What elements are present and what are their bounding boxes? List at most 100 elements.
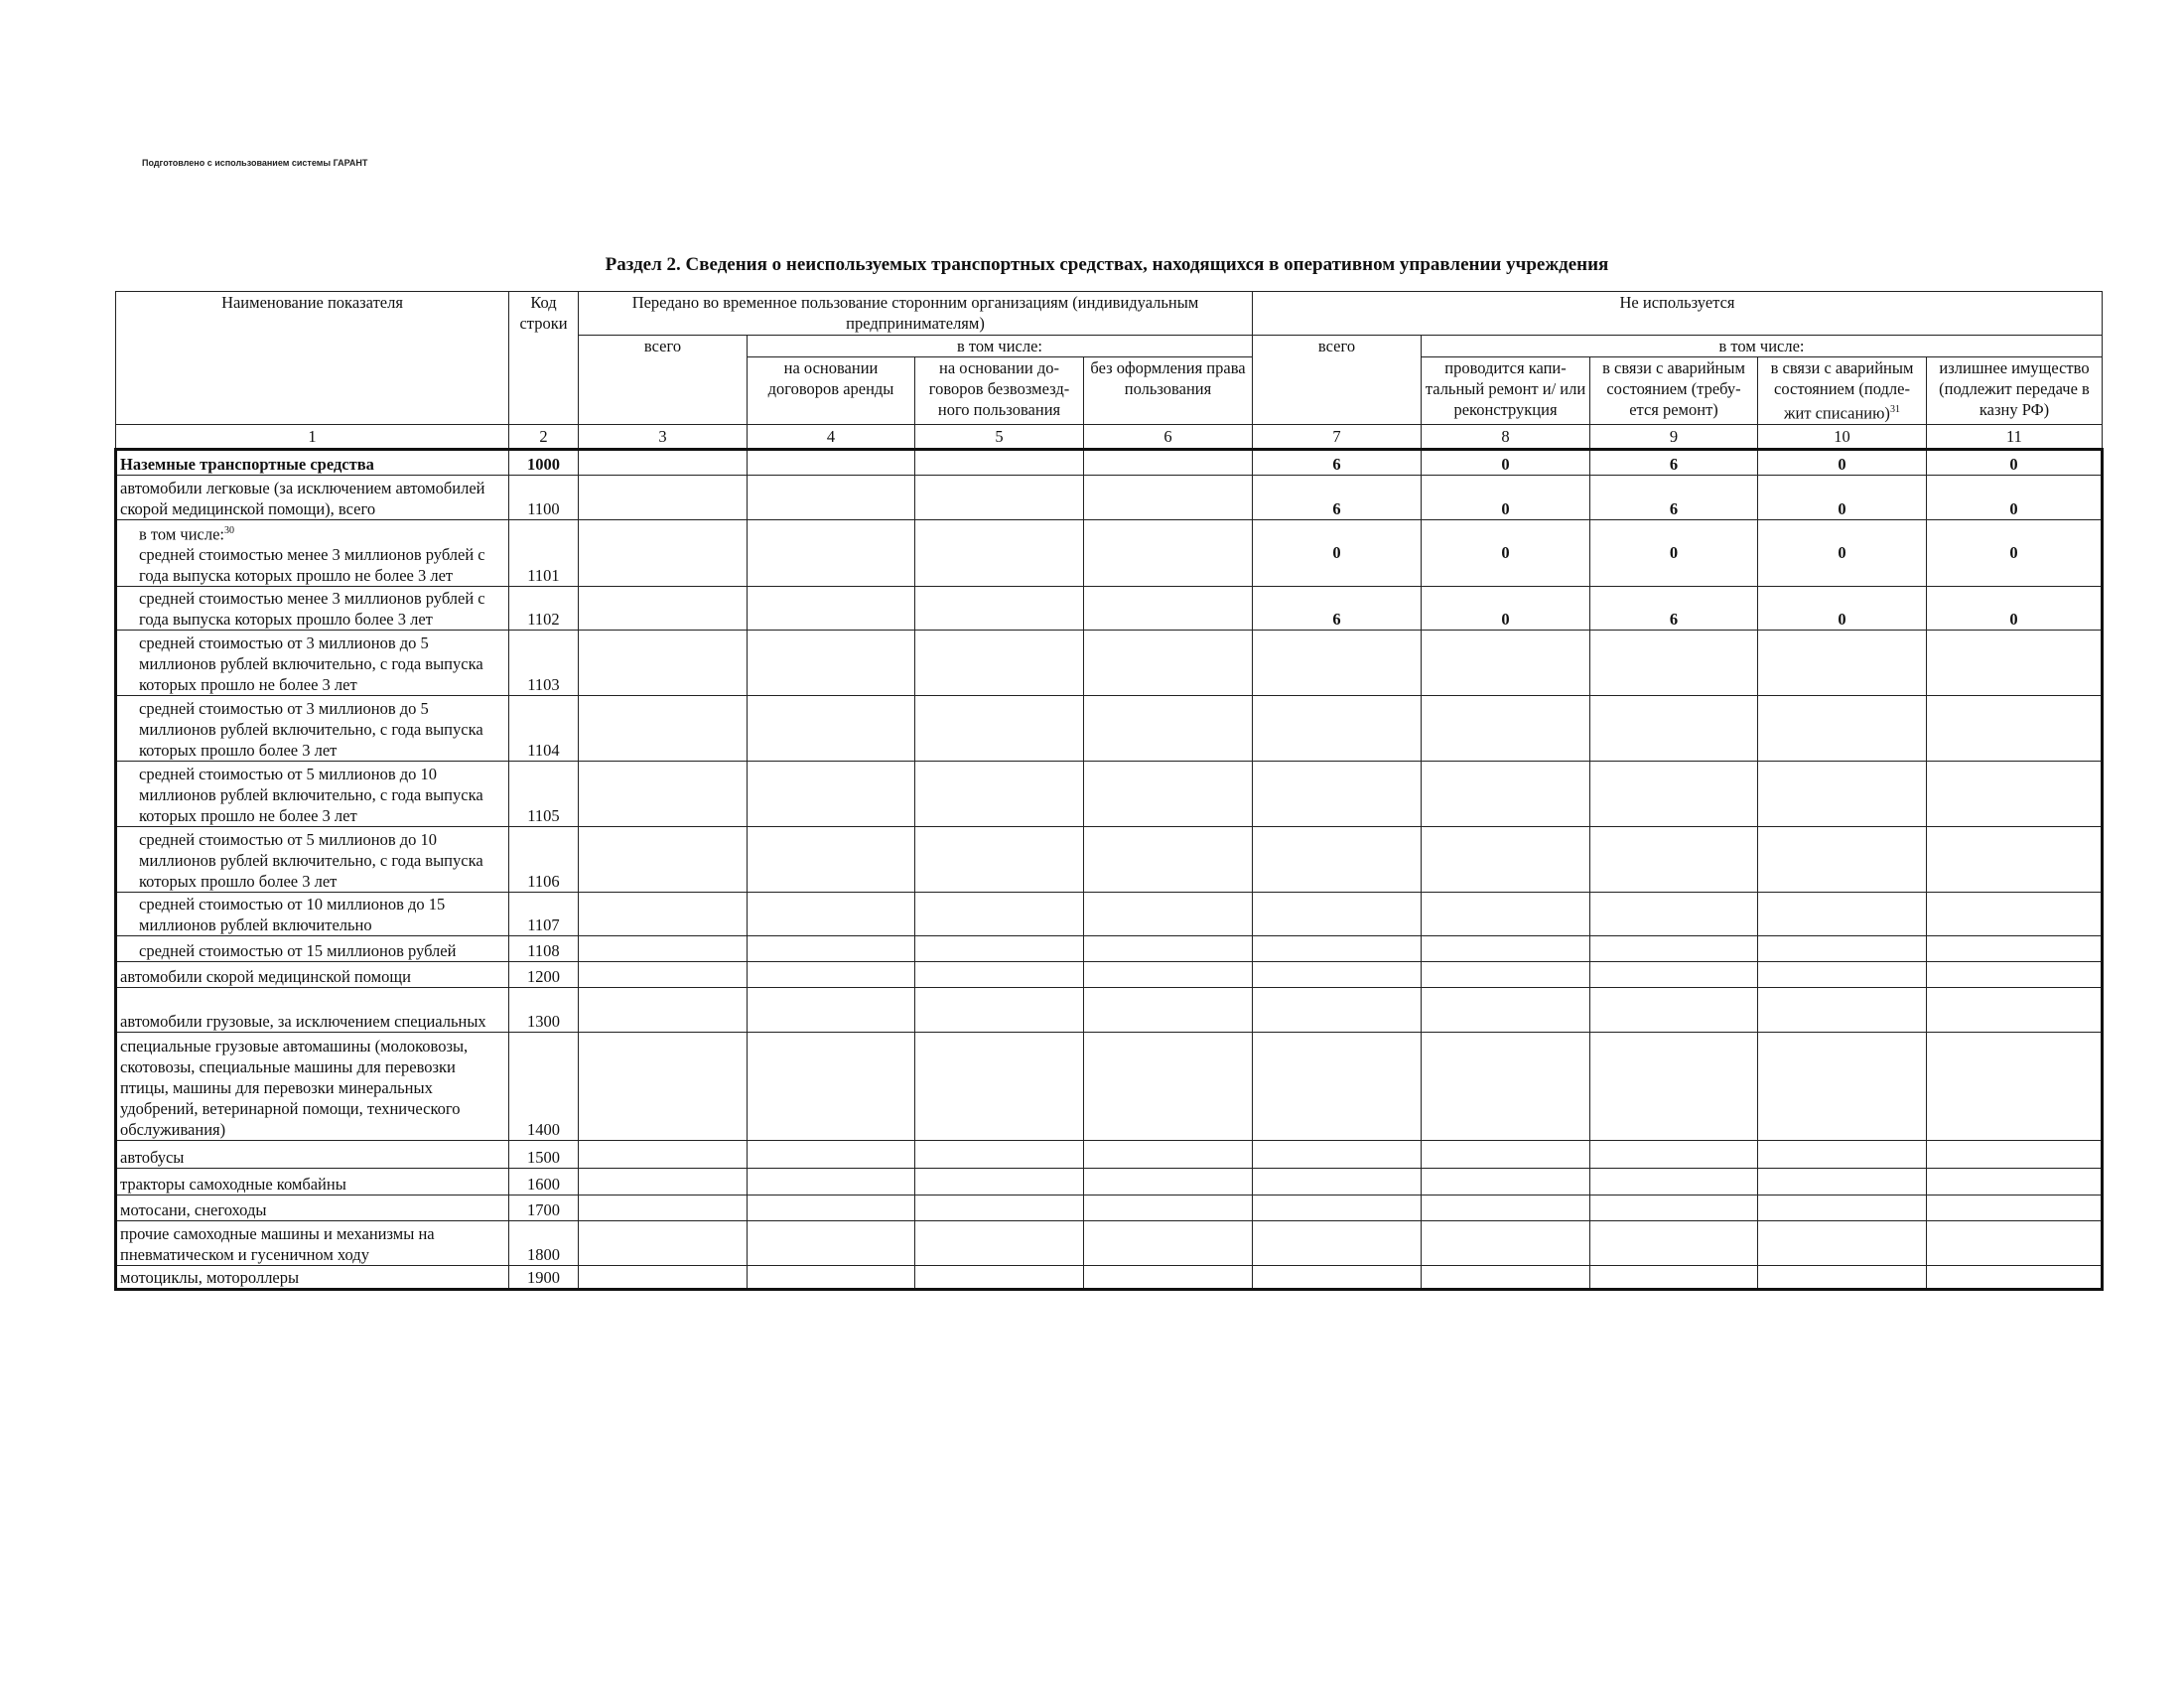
row-name: мотосани, снегоходы xyxy=(115,1195,509,1221)
cell-value: 0 xyxy=(1421,518,1590,587)
header-code: Код строки xyxy=(508,291,579,425)
cell-value xyxy=(1421,1032,1590,1141)
cell-value xyxy=(1252,935,1422,962)
cell-value xyxy=(1083,695,1253,762)
column-number: 3 xyxy=(578,423,748,451)
row-name-text: автомобили скорой медицинской помощи xyxy=(120,967,411,986)
header-no-rights: без оформления права пользования xyxy=(1083,356,1253,425)
cell-value xyxy=(914,987,1084,1033)
cell-value xyxy=(1589,961,1758,988)
cell-value xyxy=(747,935,915,962)
row-name-text: специальные грузовые автомашины (молоков… xyxy=(120,1037,469,1139)
row-code: 1102 xyxy=(508,586,579,631)
cell-value xyxy=(747,961,915,988)
row-code: 1000 xyxy=(508,448,579,476)
cell-value xyxy=(1083,1140,1253,1169)
row-code: 1101 xyxy=(508,518,579,587)
cell-value xyxy=(1421,1220,1590,1266)
row-name-text: средней стоимостью от 15 миллионов рубле… xyxy=(139,941,457,960)
cell-value xyxy=(1252,1195,1422,1221)
header-emergency-repair: в связи с аварийным состоянием (требу-ет… xyxy=(1589,356,1758,425)
cell-value xyxy=(1252,826,1422,893)
cell-value xyxy=(747,474,915,520)
cell-value xyxy=(747,1140,915,1169)
cell-value: 0 xyxy=(1421,586,1590,631)
row-name-text: Наземные транспортные средства xyxy=(120,454,374,474)
cell-value xyxy=(578,448,748,476)
header-transferred: Передано во временное пользование сторон… xyxy=(578,291,1253,336)
cell-value xyxy=(1589,826,1758,893)
cell-value xyxy=(578,586,748,631)
cell-value xyxy=(578,935,748,962)
cell-value: 6 xyxy=(1589,448,1758,476)
cell-value xyxy=(1083,1265,1253,1290)
cell-value xyxy=(578,961,748,988)
cell-value xyxy=(747,695,915,762)
column-number: 1 xyxy=(115,423,509,451)
cell-value: 0 xyxy=(1421,474,1590,520)
row-code: 1107 xyxy=(508,892,579,936)
cell-value xyxy=(1926,1195,2103,1221)
cell-value xyxy=(1083,1032,1253,1141)
row-name-text: мотоциклы, мотороллеры xyxy=(120,1268,300,1287)
cell-value xyxy=(1589,630,1758,696)
cell-value xyxy=(914,1195,1084,1221)
cell-value xyxy=(578,630,748,696)
row-name: автомобили грузовые, за исключением спец… xyxy=(115,987,509,1033)
cell-value xyxy=(747,1220,915,1266)
cell-value xyxy=(1421,1168,1590,1196)
cell-value xyxy=(1421,987,1590,1033)
cell-value xyxy=(1926,630,2103,696)
row-code: 1108 xyxy=(508,935,579,962)
row-name: тракторы самоходные комбайны xyxy=(115,1168,509,1196)
cell-value xyxy=(1926,1140,2103,1169)
cell-value: 6 xyxy=(1252,448,1422,476)
cell-value xyxy=(1083,935,1253,962)
row-name: средней стоимостью от 10 миллионов до 15… xyxy=(115,892,509,936)
cell-value xyxy=(747,518,915,587)
row-name: автомобили легковые (за исключением авто… xyxy=(115,474,509,520)
row-code: 1104 xyxy=(508,695,579,762)
header-unused-total: всего xyxy=(1252,335,1422,425)
cell-value xyxy=(747,448,915,476)
cell-value xyxy=(747,586,915,631)
row-code: 1600 xyxy=(508,1168,579,1196)
cell-value xyxy=(1421,961,1590,988)
cell-value xyxy=(578,518,748,587)
row-name: средней стоимостью от 15 миллионов рубле… xyxy=(115,935,509,962)
cell-value xyxy=(747,1168,915,1196)
cell-value xyxy=(1926,987,2103,1033)
row-name: средней стоимостью от 5 миллионов до 10 … xyxy=(115,826,509,893)
cell-value xyxy=(578,1220,748,1266)
cell-value xyxy=(914,761,1084,827)
row-name: средней стоимостью менее 3 миллионов руб… xyxy=(115,586,509,631)
cell-value xyxy=(1252,987,1422,1033)
column-number: 4 xyxy=(747,423,915,451)
section-title: Раздел 2. Сведения о неиспользуемых тран… xyxy=(605,254,1609,275)
cell-value: 0 xyxy=(1757,586,1927,631)
cell-value xyxy=(1589,1032,1758,1141)
cell-value xyxy=(578,761,748,827)
cell-value: 0 xyxy=(1926,586,2103,631)
row-code: 1400 xyxy=(508,1032,579,1141)
cell-value xyxy=(578,1168,748,1196)
row-name-text: средней стоимостью менее 3 миллионов руб… xyxy=(139,545,485,585)
cell-value xyxy=(914,586,1084,631)
table-row: мотосани, снегоходы 1700 xyxy=(115,1195,2103,1221)
cell-value xyxy=(1926,1032,2103,1141)
table-row: средней стоимостью от 15 миллионов рубле… xyxy=(115,935,2103,962)
row-name: автомобили скорой медицинской помощи xyxy=(115,961,509,988)
column-number: 5 xyxy=(914,423,1084,451)
table-row: автомобили скорой медицинской помощи 1200 xyxy=(115,961,2103,988)
cell-value: 6 xyxy=(1252,474,1422,520)
table-row: специальные грузовые автомашины (молоков… xyxy=(115,1032,2103,1141)
row-code: 1105 xyxy=(508,761,579,827)
cell-value xyxy=(1083,630,1253,696)
cell-value xyxy=(1926,892,2103,936)
cell-value xyxy=(1757,961,1927,988)
cell-value: 0 xyxy=(1757,474,1927,520)
cell-value xyxy=(914,695,1084,762)
cell-value: 0 xyxy=(1926,474,2103,520)
row-code: 1103 xyxy=(508,630,579,696)
cell-value xyxy=(1083,518,1253,587)
